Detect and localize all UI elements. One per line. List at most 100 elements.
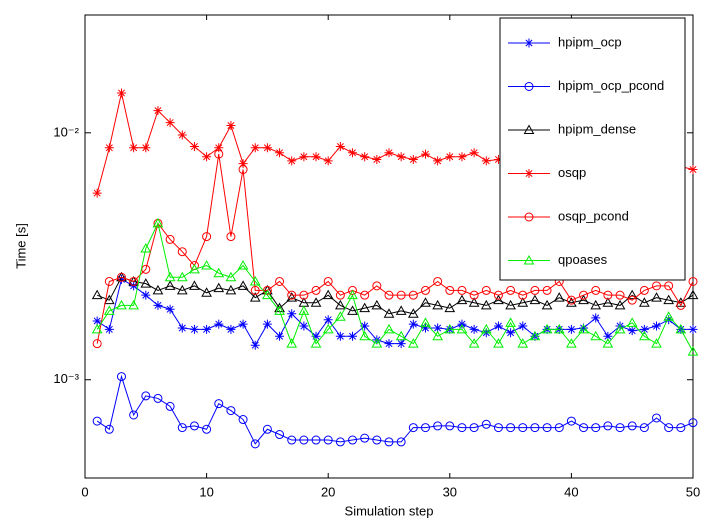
marker xyxy=(275,148,285,158)
marker xyxy=(542,423,552,433)
marker xyxy=(615,423,625,433)
marker xyxy=(652,321,662,331)
marker xyxy=(469,290,479,300)
marker xyxy=(238,159,248,169)
marker xyxy=(529,294,541,305)
marker xyxy=(602,338,614,348)
marker xyxy=(189,263,200,274)
marker xyxy=(603,331,613,341)
marker xyxy=(214,319,224,329)
marker xyxy=(347,289,358,300)
marker xyxy=(176,284,188,295)
marker xyxy=(311,152,321,162)
marker xyxy=(590,299,602,310)
marker xyxy=(579,423,589,433)
marker xyxy=(116,299,127,310)
marker xyxy=(469,324,479,334)
marker xyxy=(140,278,152,288)
marker xyxy=(688,165,698,175)
marker xyxy=(639,285,649,295)
marker xyxy=(360,433,370,443)
marker xyxy=(383,323,395,334)
marker xyxy=(627,421,637,431)
marker xyxy=(140,242,152,253)
marker xyxy=(226,406,236,416)
marker xyxy=(286,292,298,302)
marker xyxy=(579,323,589,333)
marker xyxy=(420,323,430,333)
marker xyxy=(433,156,443,166)
marker xyxy=(506,423,516,433)
marker xyxy=(91,289,103,300)
legend-label: osqp_pcond xyxy=(558,208,629,223)
marker xyxy=(299,435,309,445)
marker xyxy=(603,421,613,431)
marker xyxy=(262,143,272,153)
marker xyxy=(407,338,419,348)
marker xyxy=(238,165,248,175)
marker xyxy=(505,317,516,327)
marker xyxy=(226,232,236,242)
x-tick-label: 20 xyxy=(321,484,335,499)
marker xyxy=(518,290,528,300)
legend-marker xyxy=(523,124,535,134)
marker xyxy=(299,152,309,162)
marker xyxy=(676,423,686,433)
marker xyxy=(408,154,418,164)
marker xyxy=(445,152,455,162)
marker xyxy=(152,217,164,228)
marker xyxy=(287,435,297,445)
marker xyxy=(395,305,407,315)
marker xyxy=(177,247,187,257)
marker xyxy=(518,321,528,331)
marker xyxy=(104,424,114,434)
marker xyxy=(322,323,334,334)
marker xyxy=(299,290,309,300)
marker xyxy=(275,331,285,341)
marker xyxy=(323,435,333,445)
marker xyxy=(348,331,358,341)
marker xyxy=(371,299,383,310)
marker xyxy=(664,281,674,291)
marker xyxy=(639,330,650,341)
marker xyxy=(530,423,540,433)
marker xyxy=(91,323,103,334)
legend-marker xyxy=(524,82,534,91)
marker xyxy=(687,289,699,300)
marker xyxy=(372,435,382,445)
marker xyxy=(542,285,552,295)
marker xyxy=(652,413,662,423)
marker xyxy=(517,297,529,307)
marker xyxy=(529,330,541,341)
marker xyxy=(129,410,139,420)
marker xyxy=(578,323,589,334)
marker xyxy=(444,302,456,313)
marker xyxy=(262,424,272,434)
x-tick-label: 50 xyxy=(686,484,700,499)
marker xyxy=(420,317,431,327)
marker xyxy=(579,290,589,300)
marker xyxy=(481,156,491,166)
marker xyxy=(493,423,503,433)
marker xyxy=(348,148,358,158)
marker xyxy=(250,285,260,295)
marker xyxy=(541,323,553,334)
marker xyxy=(287,156,297,166)
marker xyxy=(566,297,577,307)
marker xyxy=(92,416,102,426)
marker xyxy=(493,338,504,348)
marker xyxy=(481,419,491,429)
marker xyxy=(518,423,528,433)
marker xyxy=(420,149,430,159)
legend-label: hpipm_ocp xyxy=(558,34,622,49)
marker xyxy=(335,331,345,341)
marker xyxy=(213,282,225,293)
marker xyxy=(664,423,674,433)
marker xyxy=(614,299,626,310)
marker xyxy=(141,143,151,153)
marker xyxy=(553,323,565,334)
marker xyxy=(177,423,187,433)
marker xyxy=(602,297,614,307)
marker xyxy=(396,339,406,349)
marker xyxy=(250,143,260,153)
